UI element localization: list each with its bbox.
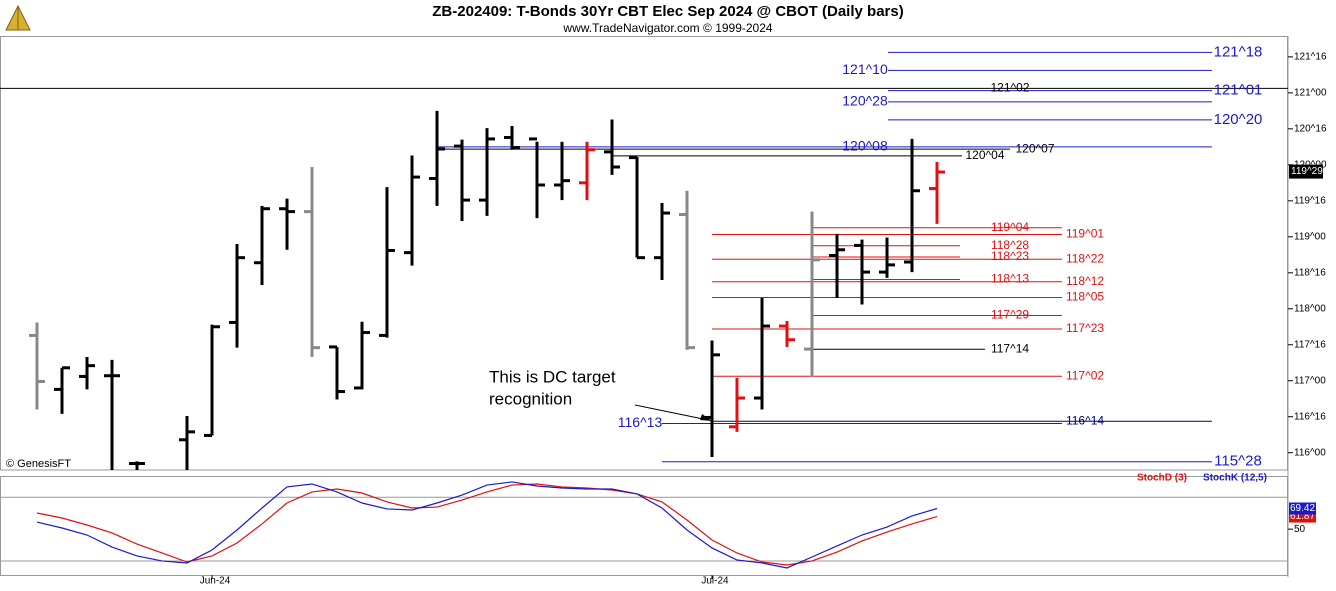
x-tick-label: Jul-24 <box>701 576 729 587</box>
level-label: 116^13 <box>618 414 663 430</box>
level-label: 121^02 <box>991 81 1030 95</box>
y-tick-label: 121^16 <box>1294 52 1327 63</box>
y-tick-label: 119^16 <box>1294 195 1326 206</box>
level-label: 120^20 <box>1214 111 1263 128</box>
chart-subtitle: www.TradeNavigator.com © 1999-2024 <box>562 21 772 35</box>
chart-title: ZB-202409: T-Bonds 30Yr CBT Elec Sep 202… <box>432 3 903 20</box>
level-label: 118^13 <box>991 272 1029 286</box>
stoch-line <box>36 481 938 569</box>
level-label: 118^22 <box>1066 251 1104 265</box>
y-tick-label: 121^00 <box>1294 87 1327 98</box>
level-label: 120^28 <box>842 93 888 109</box>
level-label: 121^10 <box>842 61 888 77</box>
level-label: 117^23 <box>1066 321 1104 335</box>
y-tick-label: 118^00 <box>1294 303 1326 314</box>
y-tick-label: 120^16 <box>1294 123 1327 134</box>
watermark: © GenesisFT <box>6 458 71 470</box>
level-label: 120^04 <box>966 148 1005 162</box>
price-plot <box>0 51 1288 470</box>
level-label: 117^02 <box>1066 368 1104 382</box>
last-price-label: 119^29 <box>1291 166 1323 177</box>
annotation-arrow <box>634 404 709 421</box>
level-label: 116^14 <box>1066 413 1104 427</box>
level-label: 117^29 <box>991 308 1029 322</box>
annotation: recognition <box>489 389 572 408</box>
y-tick-label: 50 <box>1294 524 1306 535</box>
level-label: 118^05 <box>1066 290 1104 304</box>
level-label: 118^28 <box>991 238 1029 252</box>
logo <box>5 4 31 31</box>
annotation: This is DC target <box>489 367 616 386</box>
level-label: 119^01 <box>1066 227 1104 241</box>
level-label: 119^04 <box>991 220 1029 234</box>
level-label: 117^14 <box>991 341 1029 355</box>
level-label: 121^18 <box>1214 43 1263 60</box>
level-label: 115^28 <box>1214 453 1262 470</box>
y-tick-label: 117^16 <box>1294 339 1326 350</box>
y-tick-label: 117^00 <box>1294 375 1326 386</box>
y-tick-label: 118^16 <box>1294 267 1326 278</box>
value-tag <box>1289 502 1316 515</box>
level-label: 121^01 <box>1214 82 1263 99</box>
y-tick-label: 116^00 <box>1294 447 1326 458</box>
value-tag-label: 61.87 <box>1290 511 1315 522</box>
legend-entry: StochD (3) <box>1137 473 1187 484</box>
value-tag-label: 69.42 <box>1290 503 1315 514</box>
last-price-tag <box>1289 164 1323 179</box>
level-label: 120^07 <box>1016 141 1055 155</box>
y-tick-label: 116^16 <box>1294 411 1326 422</box>
stoch-frame <box>0 476 1288 576</box>
stoch-line <box>36 483 938 566</box>
level-label: 118^12 <box>1066 274 1104 288</box>
x-tick-label: Jun-24 <box>200 576 231 587</box>
y-tick-label: 119^00 <box>1294 231 1326 242</box>
level-label: 120^08 <box>842 138 888 154</box>
level-label: 118^23 <box>991 249 1029 263</box>
legend-entry: StochK (12,5) <box>1203 473 1267 484</box>
